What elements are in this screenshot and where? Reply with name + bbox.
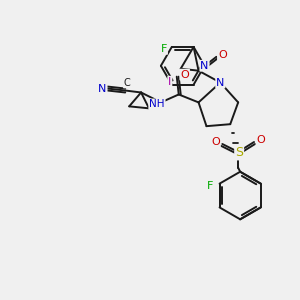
Text: F: F (206, 181, 213, 190)
Text: N: N (98, 83, 106, 94)
Text: N: N (216, 78, 224, 88)
Text: O: O (180, 70, 189, 80)
Text: O: O (256, 135, 265, 145)
Text: S: S (235, 146, 243, 159)
Text: I: I (168, 77, 171, 87)
Text: O: O (211, 137, 220, 147)
Text: NH: NH (149, 99, 165, 110)
Text: N: N (200, 61, 209, 71)
Text: F: F (161, 44, 167, 54)
Text: O: O (218, 50, 227, 60)
Text: C: C (124, 78, 130, 88)
